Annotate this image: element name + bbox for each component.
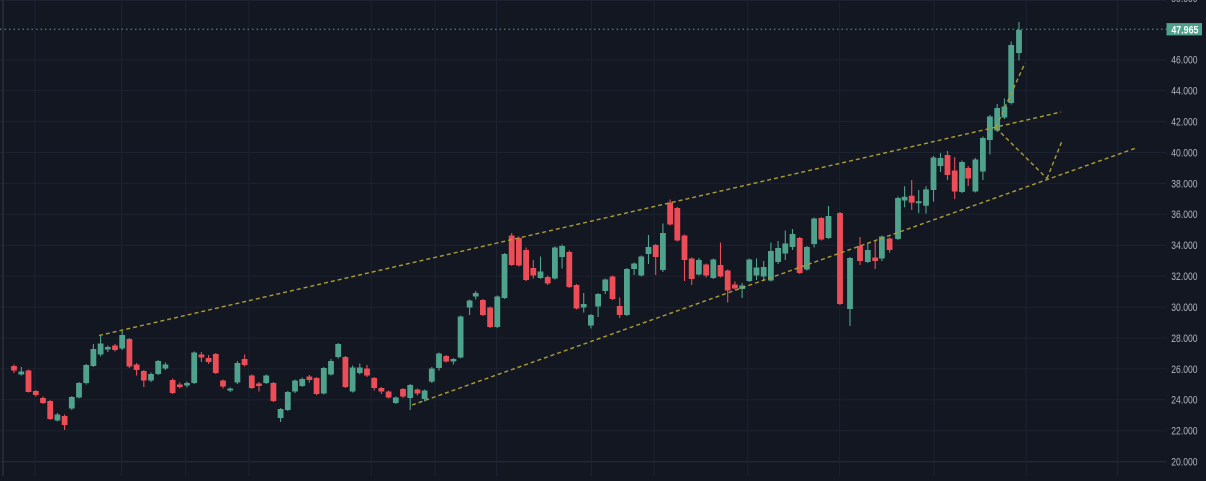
svg-text:40.000: 40.000	[1171, 147, 1197, 159]
svg-text:42.000: 42.000	[1171, 116, 1197, 128]
svg-text:28.000: 28.000	[1171, 333, 1197, 345]
svg-text:26.000: 26.000	[1171, 364, 1197, 376]
svg-text:44.000: 44.000	[1171, 86, 1197, 98]
svg-text:24.000: 24.000	[1171, 395, 1197, 407]
svg-text:46.000: 46.000	[1171, 55, 1197, 67]
svg-text:20.000: 20.000	[1171, 457, 1197, 469]
svg-text:22.000: 22.000	[1171, 426, 1197, 438]
svg-text:34.000: 34.000	[1171, 240, 1197, 252]
svg-text:30.000: 30.000	[1171, 302, 1197, 314]
svg-text:50.000: 50.000	[1171, 0, 1197, 5]
svg-text:36.000: 36.000	[1171, 209, 1197, 221]
svg-text:38.000: 38.000	[1171, 178, 1197, 190]
svg-text:47.965: 47.965	[1171, 24, 1198, 36]
svg-text:32.000: 32.000	[1171, 271, 1197, 283]
